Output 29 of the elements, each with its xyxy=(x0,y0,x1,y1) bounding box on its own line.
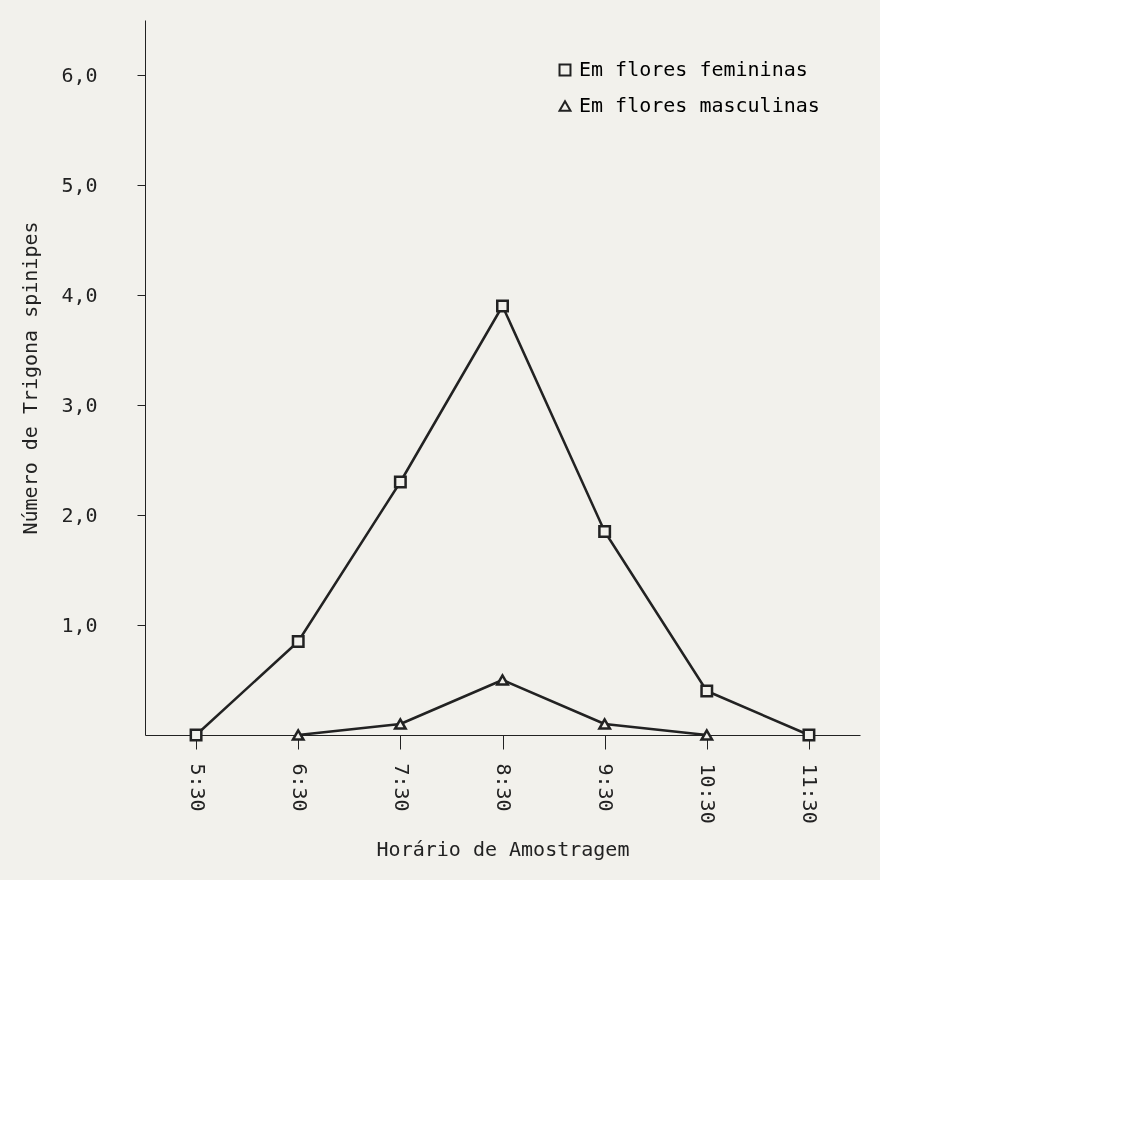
x-tick-label: 6:30 xyxy=(287,763,312,812)
x-axis-title: Horário de Amostragem xyxy=(376,836,630,861)
legend-label: Em flores masculinas xyxy=(579,93,820,117)
point xyxy=(700,729,714,741)
point xyxy=(291,635,305,648)
point xyxy=(291,729,305,741)
point xyxy=(393,475,407,489)
y-tick-label: 3,0 xyxy=(61,392,98,417)
y-tick-label: 6,0 xyxy=(61,62,98,87)
point xyxy=(393,718,407,730)
x-tick-label: 7:30 xyxy=(389,763,414,812)
x-tick-label: 9:30 xyxy=(594,763,619,812)
y-tick-label: 5,0 xyxy=(61,172,98,197)
point xyxy=(598,525,612,538)
point xyxy=(496,674,509,686)
x-tick-label: 11:30 xyxy=(798,763,823,824)
point xyxy=(802,728,816,742)
x-tick-label: 10:30 xyxy=(696,763,721,824)
point xyxy=(700,684,714,698)
y-tick-label: 4,0 xyxy=(61,282,98,307)
point xyxy=(598,718,612,730)
point xyxy=(189,728,203,742)
legend-label: Em flores femininas xyxy=(579,57,808,81)
point xyxy=(496,299,509,313)
y-tick-label: 1,0 xyxy=(61,612,98,637)
y-tick-label: 2,0 xyxy=(61,502,98,527)
x-tick-label: 8:30 xyxy=(492,763,516,812)
y-axis-title: Número de Trigona spinipes xyxy=(18,221,43,535)
x-tick-label: 5:30 xyxy=(185,763,210,812)
